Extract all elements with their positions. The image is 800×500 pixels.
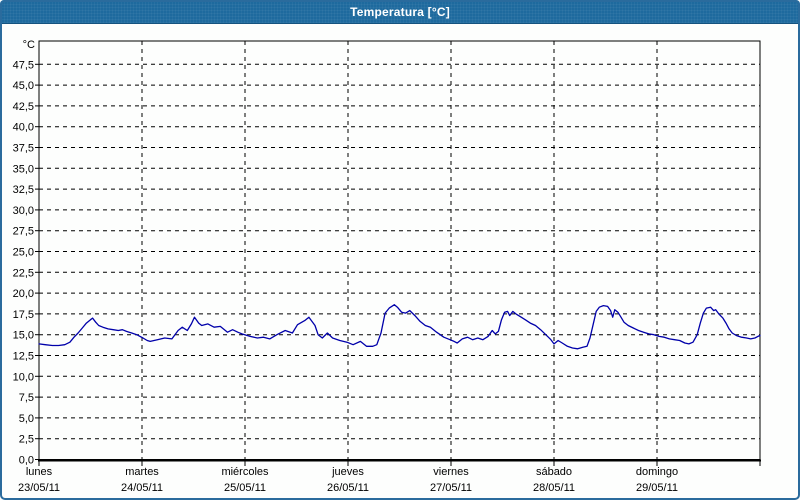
- x-date-label: 28/05/11: [533, 482, 575, 494]
- y-tick-label: 17,5: [13, 309, 34, 321]
- y-tick-label: 45,0: [13, 80, 34, 92]
- y-tick-label: 15,0: [13, 330, 34, 342]
- temperature-line: [38, 304, 761, 350]
- y-tick-label: 40,0: [13, 122, 34, 134]
- y-tick-label: 7,5: [19, 392, 34, 404]
- y-tick-label: 37,5: [13, 143, 34, 155]
- x-day-label: domingo: [636, 466, 678, 478]
- y-tick-label: 47,5: [13, 59, 34, 71]
- y-tick-label: 5,0: [19, 413, 34, 425]
- y-tick-label: 35,0: [13, 163, 34, 175]
- y-tick-label: 20,0: [13, 288, 34, 300]
- y-tick-label: 42,5: [13, 101, 34, 113]
- y-tick-label: 0,0: [19, 455, 34, 467]
- y-axis-unit-label: °C: [23, 39, 35, 51]
- window-titlebar[interactable]: Temperatura [°C]: [0, 0, 800, 24]
- x-date-label: 25/05/11: [224, 482, 266, 494]
- x-day-label: sábado: [536, 466, 572, 478]
- x-day-label: lunes: [26, 466, 53, 478]
- y-tick-label: 2,5: [19, 434, 34, 446]
- window-title: Temperatura [°C]: [350, 4, 450, 19]
- y-tick-label: 25,0: [13, 247, 34, 259]
- y-tick-label: 30,0: [13, 205, 34, 217]
- x-date-label: 24/05/11: [121, 482, 163, 494]
- x-date-label: 23/05/11: [18, 482, 60, 494]
- x-day-label: miércoles: [221, 466, 269, 478]
- y-tick-label: 10,0: [13, 371, 34, 383]
- x-date-label: 27/05/11: [430, 482, 472, 494]
- x-day-label: martes: [125, 466, 159, 478]
- y-tick-label: 27,5: [13, 226, 34, 238]
- x-day-label: jueves: [331, 466, 364, 478]
- x-date-label: 29/05/11: [636, 482, 678, 494]
- y-tick-label: 32,5: [13, 184, 34, 196]
- x-day-label: viernes: [433, 466, 469, 478]
- y-tick-label: 22,5: [13, 267, 34, 279]
- x-date-label: 26/05/11: [327, 482, 369, 494]
- y-tick-label: 12,5: [13, 351, 34, 363]
